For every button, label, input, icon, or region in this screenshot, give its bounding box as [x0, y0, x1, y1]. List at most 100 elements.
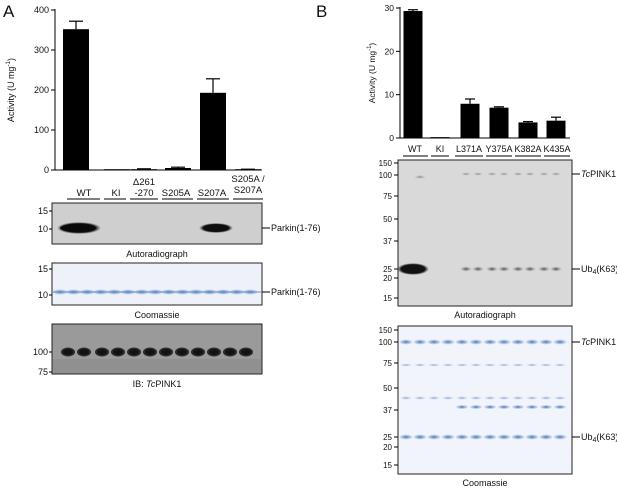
label-part: PINK1 [155, 379, 181, 389]
band-wt-pink1 [414, 175, 426, 179]
blot-frame [397, 159, 573, 307]
ub4-band [550, 266, 562, 272]
pink1-band [427, 339, 441, 345]
ib-band-core [241, 349, 251, 355]
y-axis-label: Activity (U mg-1) [367, 43, 377, 104]
pink1-band [399, 339, 413, 345]
pink1-band [513, 172, 523, 176]
pink1-band [539, 172, 549, 176]
ub4-band [472, 266, 484, 272]
degradation-band [526, 405, 538, 409]
mw-marker: 15 [38, 206, 48, 216]
ub4-band [497, 434, 511, 440]
lane-label-wt: WT [408, 144, 422, 154]
pink1-band [553, 339, 567, 345]
y-axis-label-text: Activity (U mg [367, 51, 377, 104]
pink1-band [455, 339, 469, 345]
blot-a-autoradiograph: 15 10 Parkin(1-76) Autoradiograph [38, 202, 321, 259]
pink1-band [539, 339, 553, 345]
autoradiograph-b-bands [460, 172, 562, 272]
lane-label-s205a-s207a: S205A / S207A [231, 174, 265, 196]
pink1-band [499, 172, 509, 176]
mid-band [470, 396, 482, 400]
mid-band [456, 396, 468, 400]
lane-label-line: S205A / [231, 174, 265, 185]
mid-band [540, 363, 552, 367]
lane-label-l371a: L371A [456, 144, 482, 154]
degradation-band [470, 405, 482, 409]
blot-label-coomassie: Coomassie [462, 478, 507, 488]
mid-band [498, 363, 510, 367]
y-axis-label-text: Activity (U mg [6, 67, 16, 123]
y-tick-label: 100 [34, 125, 49, 135]
mid-band [414, 363, 426, 367]
ib-band-core [97, 349, 107, 355]
mid-band [554, 363, 566, 367]
mid-band [470, 363, 482, 367]
lane-label-ki: KI [112, 188, 121, 199]
y-axis-label-sup: -1 [367, 45, 373, 51]
lane-label-k435a: K435A [543, 144, 570, 154]
degradation-band [484, 405, 496, 409]
mw-marker: 37 [383, 237, 392, 246]
bar-chart-a: 0 100 200 300 400 Activity (U mg-1) [5, 5, 262, 175]
lane-header-b: WT KI L371A Y375A K382A K435A [403, 144, 571, 157]
mid-band [554, 396, 566, 400]
ib-band-core [79, 349, 89, 355]
label-part-italic: Tc [581, 337, 591, 347]
band-s207a-core [203, 224, 229, 232]
mw-marker: 37 [383, 406, 392, 415]
ub4-band [525, 434, 539, 440]
ib-band-core [63, 349, 73, 355]
pink1-band [483, 339, 497, 345]
pink1-band [525, 339, 539, 345]
lane-label-y375a: Y375A [485, 144, 512, 154]
label-part: IB: [133, 379, 147, 389]
mw-marker: 75 [383, 359, 392, 368]
blot-frame [51, 262, 263, 306]
ub4-band [553, 434, 567, 440]
degradation-band [498, 405, 510, 409]
ib-band-core [161, 349, 171, 355]
mid-band [512, 363, 524, 367]
coomassie-a-bands [52, 289, 261, 295]
ub4-band [427, 434, 441, 440]
y-axis-label-text: ) [6, 58, 16, 61]
bar-chart-b: 0 10 20 30 Activity (U mg-1) [367, 3, 570, 143]
pink1-band [525, 172, 535, 176]
ub4-band [413, 434, 427, 440]
ub4-band [511, 434, 525, 440]
ub4-band [455, 434, 469, 440]
blot-a-coomassie: 15 10 Parkin(1-76) Coomassie [38, 262, 321, 320]
b-bar-k382a [518, 122, 538, 138]
ib-band-core [129, 349, 139, 355]
lane-header-a: WT KI Δ261 -270 S205A S207A S205A / S207A [67, 174, 265, 200]
band-wt-ub4-core [401, 265, 425, 273]
lane-label-s207a: S207A [198, 188, 227, 199]
pink1-band [473, 172, 483, 176]
pink1-band [469, 339, 483, 345]
mw-marker: 10 [38, 224, 48, 234]
ib-band-core [177, 349, 187, 355]
pink1-band [413, 339, 427, 345]
pink1-band [487, 172, 497, 176]
label-part: PINK1 [590, 337, 616, 347]
band-label-tcpink1: TcPINK1 [581, 169, 616, 179]
y-tick-label: 200 [34, 85, 49, 95]
blot-frame [397, 325, 573, 475]
y-tick-label: 0 [44, 165, 49, 175]
mid-band [512, 396, 524, 400]
pink1-band [497, 339, 511, 345]
mw-marker: 100 [379, 171, 393, 180]
lane-label-s205a: S205A [162, 188, 191, 199]
a-bar-s207a [200, 92, 226, 170]
mid-band [526, 396, 538, 400]
ib-band-core [145, 349, 155, 355]
ub4-band [399, 434, 413, 440]
ub4-band [524, 266, 536, 272]
mw-marker: 50 [383, 215, 392, 224]
y-tick-label: 30 [385, 3, 395, 13]
